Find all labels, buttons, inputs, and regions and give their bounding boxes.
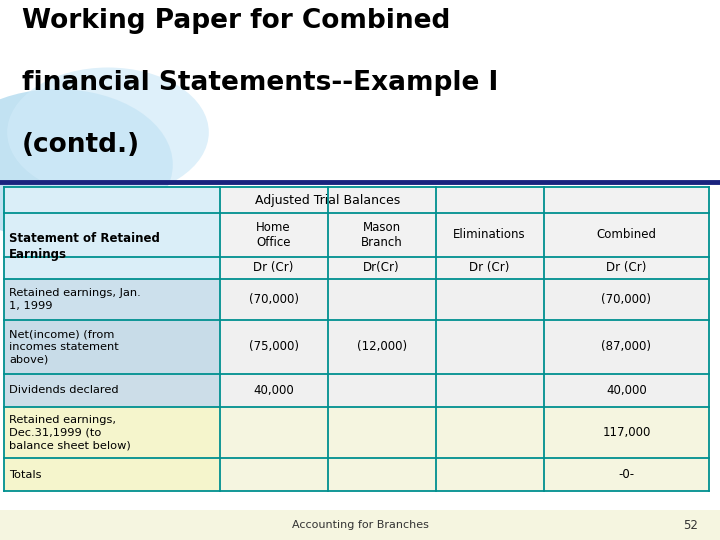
Text: Mason
Branch: Mason Branch	[361, 221, 402, 249]
Text: Adjusted Trial Balances: Adjusted Trial Balances	[255, 194, 400, 207]
Bar	[4, 213, 220, 256]
Text: Dr (Cr): Dr (Cr)	[606, 261, 647, 274]
Text: 40,000: 40,000	[606, 384, 647, 397]
Text: Dividends declared: Dividends declared	[9, 386, 119, 395]
Text: Working Paper for Combined: Working Paper for Combined	[22, 8, 450, 34]
Bar	[4, 458, 220, 491]
Text: (75,000): (75,000)	[248, 340, 299, 353]
Text: 117,000: 117,000	[602, 426, 651, 440]
Bar	[4, 374, 709, 407]
Text: -0-: -0-	[618, 468, 634, 481]
Bar	[4, 187, 709, 213]
Text: Accounting for Branches: Accounting for Branches	[292, 520, 428, 530]
Text: Home
Office: Home Office	[256, 221, 291, 249]
Text: Dr (Cr): Dr (Cr)	[253, 261, 294, 274]
Ellipse shape	[7, 68, 209, 197]
Bar	[4, 187, 220, 213]
Text: (70,000): (70,000)	[601, 293, 652, 306]
Text: (87,000): (87,000)	[601, 340, 652, 353]
Text: (12,000): (12,000)	[356, 340, 407, 353]
Bar	[4, 256, 220, 279]
Bar	[4, 374, 220, 407]
Text: Dr(Cr): Dr(Cr)	[364, 261, 400, 274]
Text: financial Statements--Example I: financial Statements--Example I	[22, 70, 498, 96]
Bar	[4, 407, 220, 458]
Bar	[4, 320, 709, 374]
Text: Totals: Totals	[9, 470, 42, 480]
Bar	[4, 279, 709, 320]
Text: Statement of Retained
Earnings: Statement of Retained Earnings	[9, 232, 161, 261]
Text: 52: 52	[683, 518, 698, 532]
Text: Combined: Combined	[596, 228, 657, 241]
Text: (contd.): (contd.)	[22, 132, 140, 158]
Bar	[4, 458, 709, 491]
Bar	[4, 320, 220, 374]
Text: Dr (Cr): Dr (Cr)	[469, 261, 510, 274]
Ellipse shape	[0, 89, 173, 240]
Text: (70,000): (70,000)	[248, 293, 299, 306]
Bar	[4, 213, 709, 256]
Text: Retained earnings,
Dec.31,1999 (to
balance sheet below): Retained earnings, Dec.31,1999 (to balan…	[9, 415, 131, 450]
Bar	[4, 256, 709, 279]
Bar	[4, 279, 220, 320]
Text: Net(income) (from
incomes statement
above): Net(income) (from incomes statement abov…	[9, 329, 119, 364]
Bar	[0, 510, 720, 540]
Bar	[0, 0, 720, 186]
Text: Retained earnings, Jan.
1, 1999: Retained earnings, Jan. 1, 1999	[9, 288, 141, 310]
Text: 40,000: 40,000	[253, 384, 294, 397]
Text: Eliminations: Eliminations	[454, 228, 526, 241]
Bar	[4, 407, 709, 458]
